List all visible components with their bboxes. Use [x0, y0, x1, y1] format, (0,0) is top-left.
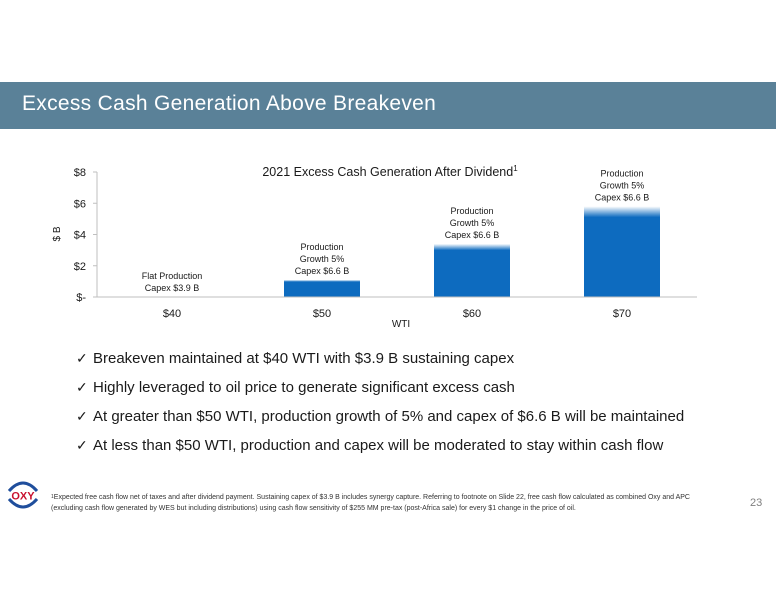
bars	[284, 206, 660, 297]
bullet-text: Breakeven maintained at $40 WTI with $3.…	[93, 350, 515, 367]
excess-cash-chart: 2021 Excess Cash Generation After Divide…	[52, 164, 697, 330]
x-tick-label: $50	[313, 308, 331, 320]
logo-arc-top	[7, 481, 39, 493]
bullet-item: ✓ Highly leveraged to oil price to genera…	[76, 373, 684, 402]
y-tick-label: $-	[76, 292, 86, 304]
check-icon: ✓	[76, 408, 88, 424]
x-axis: $40 $50 $60 $70	[97, 296, 697, 320]
bar-labels: Flat Production Capex $3.9 B Production Gro…	[142, 168, 650, 293]
bullet-item: ✓ At greater than $50 WTI, production gro…	[76, 402, 684, 431]
bullet-text: Highly leveraged to oil price to generat…	[93, 379, 515, 396]
logo-text: OXY	[11, 491, 35, 503]
bullet-text: At less than $50 WTI, production and cap…	[93, 437, 664, 454]
check-icon: ✓	[76, 350, 88, 366]
y-tick-label: $6	[74, 198, 86, 210]
chart-title-text: 2021 Excess Cash Generation After Divide…	[262, 165, 513, 179]
check-icon: ✓	[76, 379, 88, 395]
bullet-item: ✓ At less than $50 WTI, production and ca…	[76, 431, 684, 460]
footnote-text: Expected free cash flow net of taxes and…	[51, 494, 690, 512]
bar-data-label: Capex $3.9 B	[145, 283, 200, 293]
bar-data-label: Flat Production	[142, 271, 203, 281]
x-tick-label: $70	[613, 308, 631, 320]
bullet-list: ✓ Breakeven maintained at $40 WTI with $3…	[76, 344, 684, 460]
x-tick-label: $60	[463, 308, 481, 320]
x-axis-label: WTI	[392, 319, 410, 330]
chart-title-superscript: 1	[513, 164, 518, 173]
chart-title: 2021 Excess Cash Generation After Divide…	[262, 164, 518, 179]
y-axis-label: $ B	[52, 226, 63, 241]
bar-data-label: Capex $6.6 B	[295, 266, 350, 276]
oxy-logo: OXY	[7, 481, 39, 509]
footnote-marker: 1	[51, 494, 54, 500]
footnote: 1Expected free cash flow net of taxes an…	[51, 492, 721, 514]
bullet-text: At greater than $50 WTI, production grow…	[93, 408, 685, 425]
slide-title: Excess Cash Generation Above Breakeven	[22, 92, 437, 115]
check-icon: ✓	[76, 437, 88, 453]
bullet-item: ✓ Breakeven maintained at $40 WTI with $3…	[76, 344, 684, 373]
bar-data-label: Capex $6.6 B	[445, 230, 500, 240]
logo-arc-bottom	[7, 497, 39, 509]
title-bar: Excess Cash Generation Above Breakeven	[0, 82, 776, 129]
y-axis: $- $2 $4 $6 $8	[74, 167, 98, 304]
bar	[434, 243, 510, 297]
bar-data-label: Capex $6.6 B	[595, 192, 650, 202]
y-tick-label: $4	[74, 230, 86, 242]
bar-data-label: Growth 5%	[600, 180, 645, 190]
y-tick-label: $2	[74, 261, 86, 273]
bar-data-label: Production	[300, 242, 343, 252]
bar-data-label: Production	[450, 206, 493, 216]
bar-data-label: Growth 5%	[450, 218, 495, 228]
bar-data-label: Growth 5%	[300, 254, 345, 264]
bar	[284, 279, 360, 297]
y-tick-label: $8	[74, 167, 86, 179]
bar	[584, 206, 660, 297]
page-number: 23	[750, 497, 763, 509]
bar-data-label: Production	[600, 168, 643, 178]
x-tick-label: $40	[163, 308, 181, 320]
